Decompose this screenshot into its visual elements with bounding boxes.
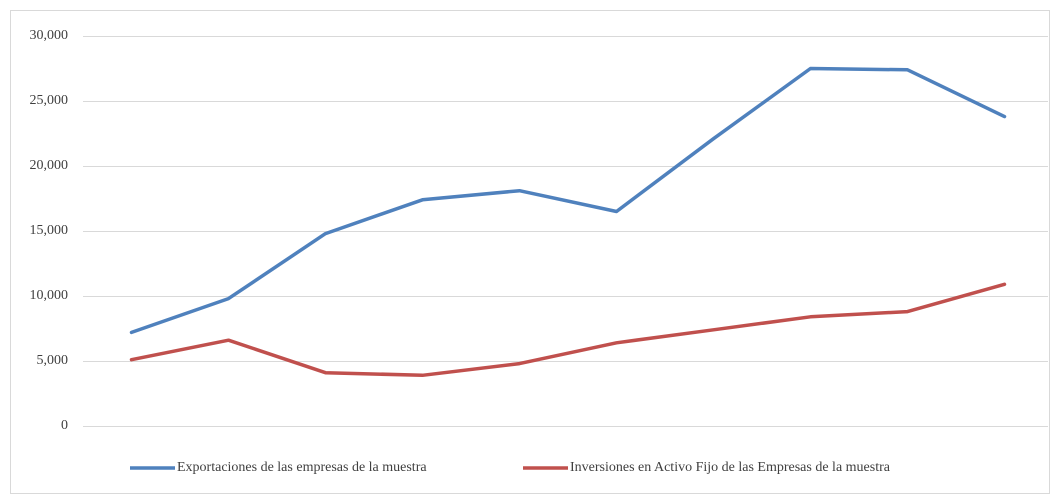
y-tick-label: 15,000 bbox=[30, 223, 69, 238]
series-line bbox=[129, 282, 1007, 378]
y-tick-label: 5,000 bbox=[37, 353, 69, 368]
legend-label: Inversiones en Activo Fijo de las Empres… bbox=[570, 460, 891, 475]
y-tick-label: 0 bbox=[61, 418, 68, 433]
y-tick-label: 20,000 bbox=[30, 158, 69, 173]
y-tick-label: 25,000 bbox=[30, 93, 69, 108]
chart-frame bbox=[10, 10, 1050, 494]
series-line bbox=[129, 66, 1007, 335]
y-tick-label: 10,000 bbox=[30, 288, 69, 303]
y-tick-label: 30,000 bbox=[30, 28, 69, 43]
legend-label: Exportaciones de las empresas de la mues… bbox=[177, 460, 427, 475]
